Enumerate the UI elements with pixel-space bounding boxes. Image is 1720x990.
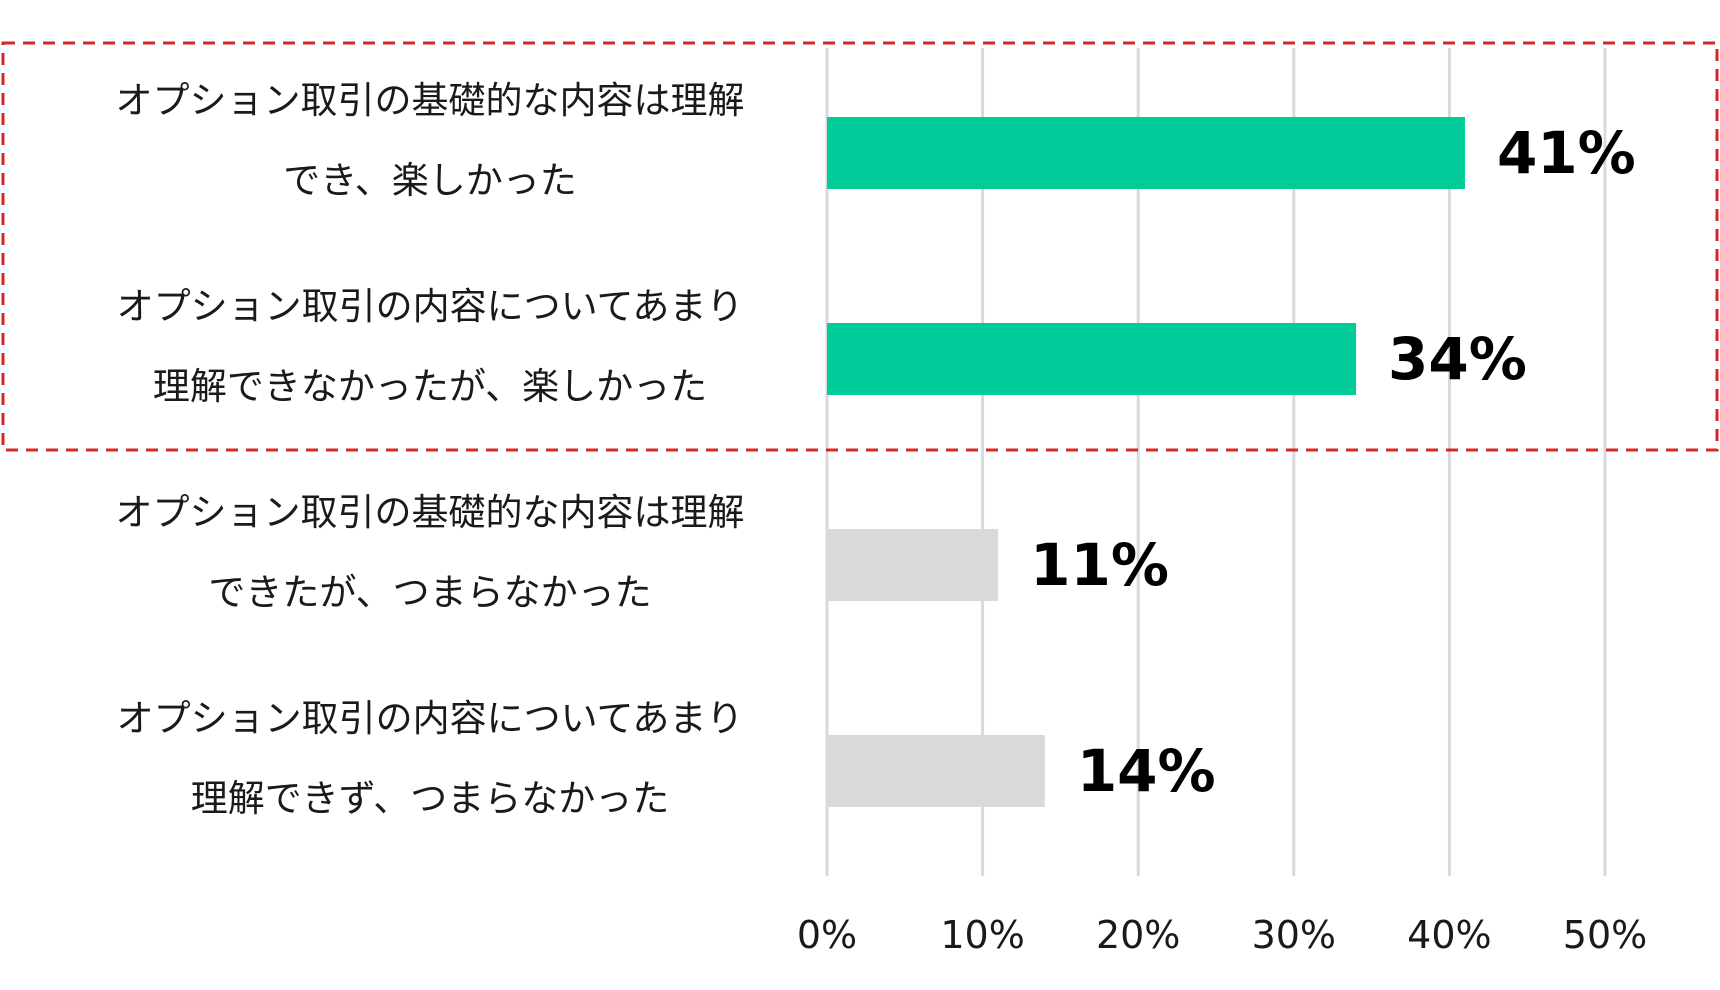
- category-labels: オプション取引の基礎的な内容は理解でき、楽しかったオプション取引の内容についてあ…: [116, 79, 745, 820]
- data-label: 41%: [1497, 119, 1636, 187]
- bar: [827, 735, 1045, 807]
- x-tick-label: 10%: [940, 913, 1024, 957]
- x-axis-tick-labels: 0% 10% 20% 30% 40% 50%: [797, 913, 1647, 957]
- data-label: 34%: [1388, 325, 1527, 393]
- category-label: 理解できなかったが、楽しかった: [153, 365, 707, 408]
- bar: [827, 529, 999, 601]
- bar: [827, 117, 1465, 189]
- category-label: オプション取引の基礎的な内容は理解: [116, 491, 745, 534]
- x-tick-label: 0%: [797, 913, 857, 957]
- bar: [827, 323, 1357, 395]
- category-label: 理解できず、つまらなかった: [191, 777, 669, 820]
- category-label: でき、楽しかった: [283, 159, 576, 202]
- category-label: オプション取引の内容についてあまり: [117, 697, 744, 740]
- category-label: オプション取引の内容についてあまり: [117, 285, 744, 328]
- category-label: オプション取引の基礎的な内容は理解: [116, 79, 745, 122]
- bars: [827, 117, 1465, 807]
- x-tick-label: 50%: [1563, 913, 1647, 957]
- data-label: 14%: [1077, 737, 1216, 805]
- category-label: できたが、つまらなかった: [208, 571, 651, 614]
- value-labels: 41% 34% 11% 14%: [1030, 119, 1636, 805]
- data-label: 11%: [1030, 531, 1169, 599]
- x-tick-label: 30%: [1252, 913, 1336, 957]
- x-tick-label: 20%: [1096, 913, 1180, 957]
- x-tick-label: 40%: [1407, 913, 1491, 957]
